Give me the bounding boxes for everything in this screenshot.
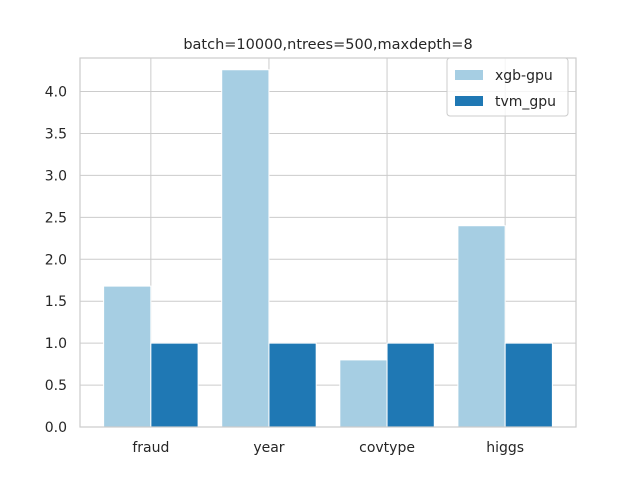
y-tick-label: 0.5 — [45, 378, 67, 394]
y-axis-ticks: 0.0 0.5 1.0 1.5 2.0 2.5 3.0 3.5 4.0 — [45, 85, 67, 436]
x-tick-label-year: year — [253, 440, 284, 456]
y-tick-label: 2.0 — [45, 252, 67, 268]
legend-label-xgb-gpu: xgb-gpu — [495, 68, 553, 84]
x-axis-ticks: fraud year covtype higgs — [132, 440, 524, 456]
y-tick-label: 2.5 — [45, 210, 67, 226]
bar-tvm-gpu-covtype — [386, 342, 435, 428]
plot-frame — [79, 57, 577, 428]
bars — [103, 69, 553, 428]
legend: xgb-gpu tvm_gpu — [446, 57, 569, 117]
y-tick-label: 4.0 — [45, 85, 67, 101]
legend-swatch-xgb-gpu — [455, 70, 483, 80]
y-tick-label: 1.5 — [45, 294, 67, 310]
bar-tvm-gpu-fraud — [150, 342, 199, 428]
bar-xgb-gpu-covtype — [339, 359, 388, 428]
x-tick-label-covtype: covtype — [359, 440, 415, 456]
y-tick-label: 0.0 — [45, 420, 67, 436]
bar-tvm-gpu-year — [268, 342, 317, 428]
legend-swatch-tvm-gpu — [455, 96, 483, 106]
legend-label-tvm-gpu: tvm_gpu — [495, 94, 556, 110]
y-tick-label: 3.5 — [45, 126, 67, 142]
y-tick-label: 3.0 — [45, 168, 67, 184]
axes-frame — [79, 57, 577, 428]
chart-title: batch=10000,ntrees=500,maxdepth=8 — [183, 37, 472, 53]
bar-tvm-gpu-higgs — [504, 342, 553, 428]
bar-xgb-gpu-higgs — [457, 225, 506, 428]
y-tick-label: 1.0 — [45, 336, 67, 352]
bar-xgb-gpu-year — [221, 69, 270, 428]
x-tick-label-fraud: fraud — [132, 440, 169, 456]
x-tick-label-higgs: higgs — [486, 440, 524, 456]
bar-xgb-gpu-fraud — [103, 285, 152, 428]
